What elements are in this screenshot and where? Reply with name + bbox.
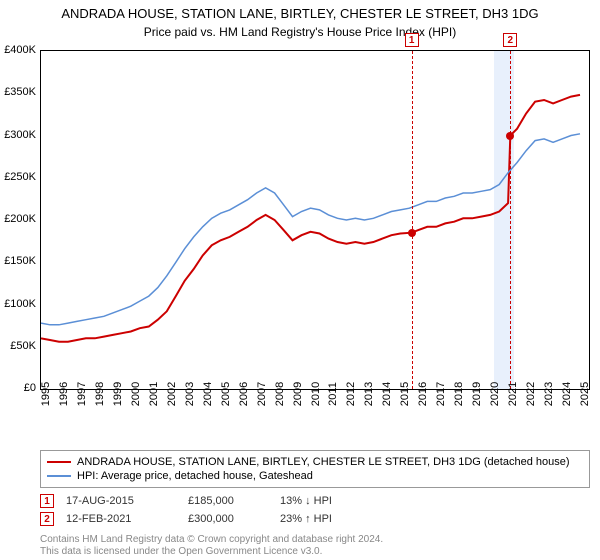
xtick-label: 1999	[112, 382, 124, 406]
series-hpi	[41, 134, 580, 325]
legend: ANDRADA HOUSE, STATION LANE, BIRTLEY, CH…	[40, 450, 590, 488]
series-property	[41, 95, 580, 342]
xtick-label: 2012	[345, 382, 357, 406]
ytick-label: £0	[24, 382, 36, 394]
line-svg	[41, 51, 589, 389]
marker-vline	[412, 51, 413, 389]
xtick-label: 2005	[220, 382, 232, 406]
legend-item-property: ANDRADA HOUSE, STATION LANE, BIRTLEY, CH…	[47, 455, 583, 469]
marker-dot	[506, 132, 514, 140]
xtick-label: 2007	[256, 382, 268, 406]
ytick-label: £150K	[4, 255, 36, 267]
xtick-label: 2011	[327, 382, 339, 406]
xtick-label: 2010	[310, 382, 322, 406]
ytick-label: £50K	[10, 340, 36, 352]
xtick-label: 2001	[148, 382, 160, 406]
sale-delta-1: 13% ↓ HPI	[280, 495, 370, 507]
xtick-label: 1995	[40, 382, 52, 406]
sale-date-1: 17-AUG-2015	[66, 495, 176, 507]
xtick-label: 2019	[471, 382, 483, 406]
legend-line-hpi	[47, 475, 71, 477]
marker-box: 1	[405, 33, 419, 47]
legend-label-property: ANDRADA HOUSE, STATION LANE, BIRTLEY, CH…	[77, 456, 570, 468]
xtick-label: 2015	[399, 382, 411, 406]
xtick-label: 1996	[58, 382, 70, 406]
ytick-label: £300K	[4, 129, 36, 141]
chart-title: ANDRADA HOUSE, STATION LANE, BIRTLEY, CH…	[0, 0, 600, 23]
sale-price-2: £300,000	[188, 513, 268, 525]
xtick-label: 2002	[166, 382, 178, 406]
xtick-label: 2024	[561, 382, 573, 406]
footer: Contains HM Land Registry data © Crown c…	[40, 534, 383, 558]
xtick-label: 2008	[274, 382, 286, 406]
legend-line-property	[47, 461, 71, 463]
sale-price-1: £185,000	[188, 495, 268, 507]
sale-date-2: 12-FEB-2021	[66, 513, 176, 525]
footer-line1: Contains HM Land Registry data © Crown c…	[40, 534, 383, 546]
xtick-label: 2004	[202, 382, 214, 406]
xtick-label: 2000	[130, 382, 142, 406]
marker-dot	[408, 229, 416, 237]
sale-row-1: 1 17-AUG-2015 £185,000 13% ↓ HPI	[40, 494, 370, 508]
xtick-label: 2009	[292, 382, 304, 406]
sale-delta-2: 23% ↑ HPI	[280, 513, 370, 525]
xtick-label: 2006	[238, 382, 250, 406]
xtick-label: 2003	[184, 382, 196, 406]
marker-box: 2	[503, 33, 517, 47]
ytick-label: £200K	[4, 213, 36, 225]
footer-line2: This data is licensed under the Open Gov…	[40, 546, 383, 558]
xtick-label: 1997	[76, 382, 88, 406]
xtick-label: 2017	[435, 382, 447, 406]
xtick-label: 2023	[543, 382, 555, 406]
ytick-label: £100K	[4, 298, 36, 310]
xtick-label: 2018	[453, 382, 465, 406]
marker-vline	[510, 51, 511, 389]
chart-container: ANDRADA HOUSE, STATION LANE, BIRTLEY, CH…	[0, 0, 600, 560]
sale-row-2: 2 12-FEB-2021 £300,000 23% ↑ HPI	[40, 512, 370, 526]
sale-marker-1: 1	[40, 494, 54, 508]
xtick-label: 2016	[417, 382, 429, 406]
xtick-label: 2014	[381, 382, 393, 406]
plot-region: 12	[40, 50, 590, 390]
xtick-label: 2021	[507, 382, 519, 406]
xtick-label: 2025	[579, 382, 591, 406]
xtick-label: 1998	[94, 382, 106, 406]
legend-label-hpi: HPI: Average price, detached house, Gate…	[77, 470, 313, 482]
ytick-label: £400K	[4, 44, 36, 56]
xtick-label: 2022	[525, 382, 537, 406]
ytick-label: £350K	[4, 86, 36, 98]
xtick-label: 2020	[489, 382, 501, 406]
chart-area: 12 £0£50K£100K£150K£200K£250K£300K£350K£…	[40, 50, 590, 420]
legend-item-hpi: HPI: Average price, detached house, Gate…	[47, 469, 583, 483]
sale-marker-2: 2	[40, 512, 54, 526]
ytick-label: £250K	[4, 171, 36, 183]
xtick-label: 2013	[363, 382, 375, 406]
